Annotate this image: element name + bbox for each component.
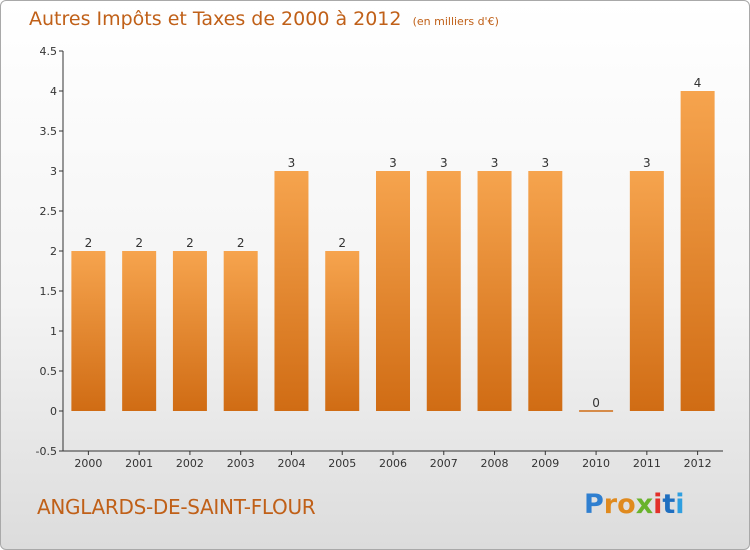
data-label: 2 (85, 236, 93, 250)
data-label: 4 (694, 76, 702, 90)
bar (71, 251, 106, 411)
y-tick-label: 0.5 (40, 365, 58, 378)
logo-letter: o (617, 489, 636, 520)
bar (629, 171, 664, 411)
x-tick-label: 2011 (633, 457, 661, 470)
y-tick-label: 1.5 (40, 285, 58, 298)
chart-title-text: Autres Impôts et Taxes de 2000 à 2012 (29, 8, 402, 30)
x-tick-label: 2006 (379, 457, 407, 470)
logo-letter: i (675, 489, 685, 520)
data-label: 2 (135, 236, 143, 250)
x-tick-label: 2000 (74, 457, 102, 470)
data-label: 0 (592, 396, 600, 410)
data-label: 3 (643, 156, 651, 170)
data-label: 2 (186, 236, 194, 250)
logo-letter: P (584, 489, 604, 520)
bar (172, 251, 207, 411)
y-tick-label: 4.5 (40, 45, 58, 58)
bar (122, 251, 157, 411)
logo-letter: r (603, 489, 618, 520)
bar (680, 91, 715, 411)
data-label: 2 (237, 236, 245, 250)
x-tick-label: 2010 (582, 457, 610, 470)
y-tick-label: 1 (50, 325, 57, 338)
commune-name: ANGLARDS-DE-SAINT-FLOUR (37, 495, 316, 519)
logo-letter: t (662, 489, 676, 520)
logo-letter: x (635, 489, 654, 520)
y-tick-label: 2.5 (40, 205, 58, 218)
x-tick-label: 2001 (125, 457, 153, 470)
data-label: 3 (491, 156, 499, 170)
x-tick-label: 2003 (227, 457, 255, 470)
bar (477, 171, 512, 411)
y-tick-label: 2 (50, 245, 57, 258)
bar (426, 171, 461, 411)
data-label: 3 (541, 156, 549, 170)
x-tick-label: 2005 (328, 457, 356, 470)
bar (528, 171, 563, 411)
chart-unit: (en milliers d'€) (412, 15, 499, 28)
data-label: 3 (440, 156, 448, 170)
bar (376, 171, 410, 411)
data-label: 2 (338, 236, 346, 250)
bar (223, 251, 258, 411)
x-tick-label: 2007 (430, 457, 458, 470)
y-tick-label: 0 (50, 405, 57, 418)
x-tick-label: 2008 (481, 457, 509, 470)
y-tick-label: 3 (50, 165, 57, 178)
bar (325, 251, 360, 411)
x-tick-label: 2004 (277, 457, 305, 470)
data-label: 3 (389, 156, 397, 170)
y-tick-label: -0.5 (36, 445, 57, 458)
y-tick-label: 4 (50, 85, 57, 98)
x-tick-label: 2002 (176, 457, 204, 470)
x-tick-label: 2009 (531, 457, 559, 470)
y-tick-label: 3.5 (40, 125, 58, 138)
proxiti-logo[interactable]: Proxiti (584, 489, 685, 520)
chart-title: Autres Impôts et Taxes de 2000 à 2012 (e… (29, 8, 499, 30)
logo-letter: i (653, 489, 663, 520)
bar (274, 171, 309, 411)
x-tick-label: 2012 (684, 457, 712, 470)
data-label: 3 (288, 156, 296, 170)
